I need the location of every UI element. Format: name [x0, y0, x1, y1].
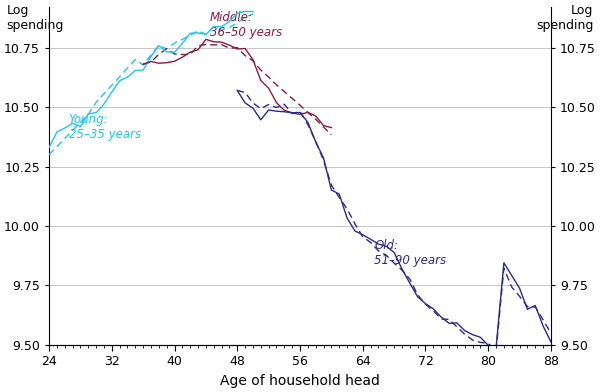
Text: Young:
25–35 years: Young: 25–35 years	[68, 113, 141, 141]
Text: Old:
51–90 years: Old: 51–90 years	[374, 239, 446, 267]
X-axis label: Age of household head: Age of household head	[220, 374, 380, 388]
Text: Log
spending: Log spending	[7, 4, 64, 32]
Text: Log
spending: Log spending	[536, 4, 593, 32]
Text: Middle:
36–50 years: Middle: 36–50 years	[210, 11, 282, 39]
